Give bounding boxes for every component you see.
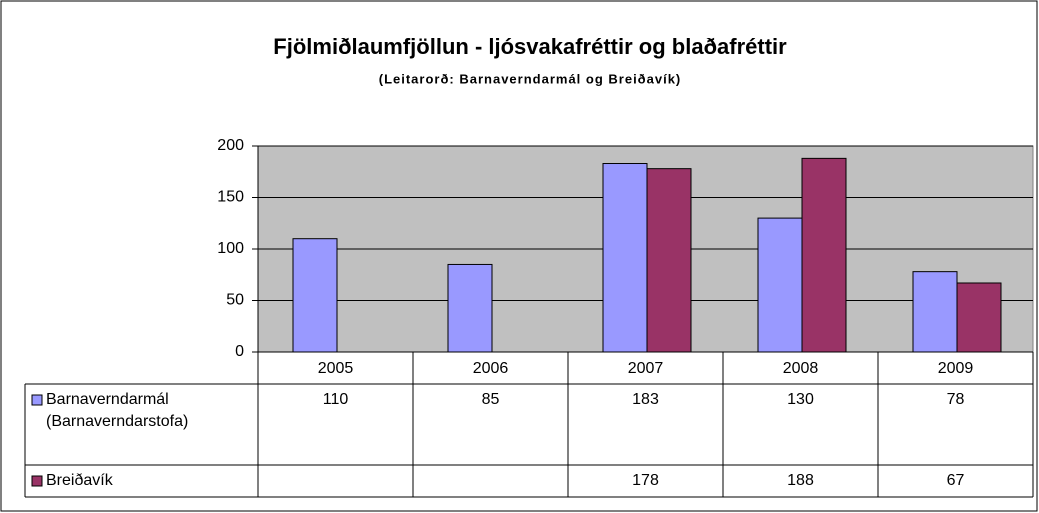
bar bbox=[912, 271, 958, 353]
bar bbox=[956, 282, 1002, 353]
table-value: 188 bbox=[787, 472, 814, 489]
chart-title: Fjölmiðlaumfjöllun - ljósvakafréttir og … bbox=[273, 34, 787, 59]
table-value: 130 bbox=[787, 391, 814, 408]
table-value: 67 bbox=[947, 472, 965, 489]
legend-key bbox=[31, 394, 43, 406]
x-tick-label: 2006 bbox=[473, 360, 509, 377]
table-value: 183 bbox=[632, 391, 659, 408]
bar bbox=[646, 168, 692, 353]
x-tick-label: 2005 bbox=[318, 360, 354, 377]
bar bbox=[447, 263, 493, 353]
bar bbox=[602, 163, 648, 353]
legend-key bbox=[31, 475, 43, 487]
table-value: 110 bbox=[323, 391, 349, 408]
x-tick-label: 2008 bbox=[783, 360, 819, 377]
x-tick-label: 2007 bbox=[628, 360, 664, 377]
table-value: 85 bbox=[482, 391, 500, 408]
x-tick-label: 2009 bbox=[938, 360, 974, 377]
bar bbox=[292, 238, 338, 353]
y-tick-label: 0 bbox=[235, 343, 244, 360]
legend-label: Breiðavík bbox=[46, 472, 113, 489]
y-tick-label: 200 bbox=[217, 137, 244, 154]
y-tick-label: 150 bbox=[217, 189, 244, 206]
table-value: 178 bbox=[632, 472, 659, 489]
bar bbox=[757, 217, 803, 353]
y-tick-label: 50 bbox=[226, 292, 244, 309]
table-value: 78 bbox=[947, 391, 965, 408]
y-tick-label: 100 bbox=[217, 240, 244, 257]
bar bbox=[801, 157, 847, 353]
legend-label: Barnaverndarmál (Barnaverndarstofa) bbox=[46, 391, 189, 430]
chart-subtitle: (Leitarorð: Barnaverndarmál og Breiðavík… bbox=[379, 71, 682, 86]
